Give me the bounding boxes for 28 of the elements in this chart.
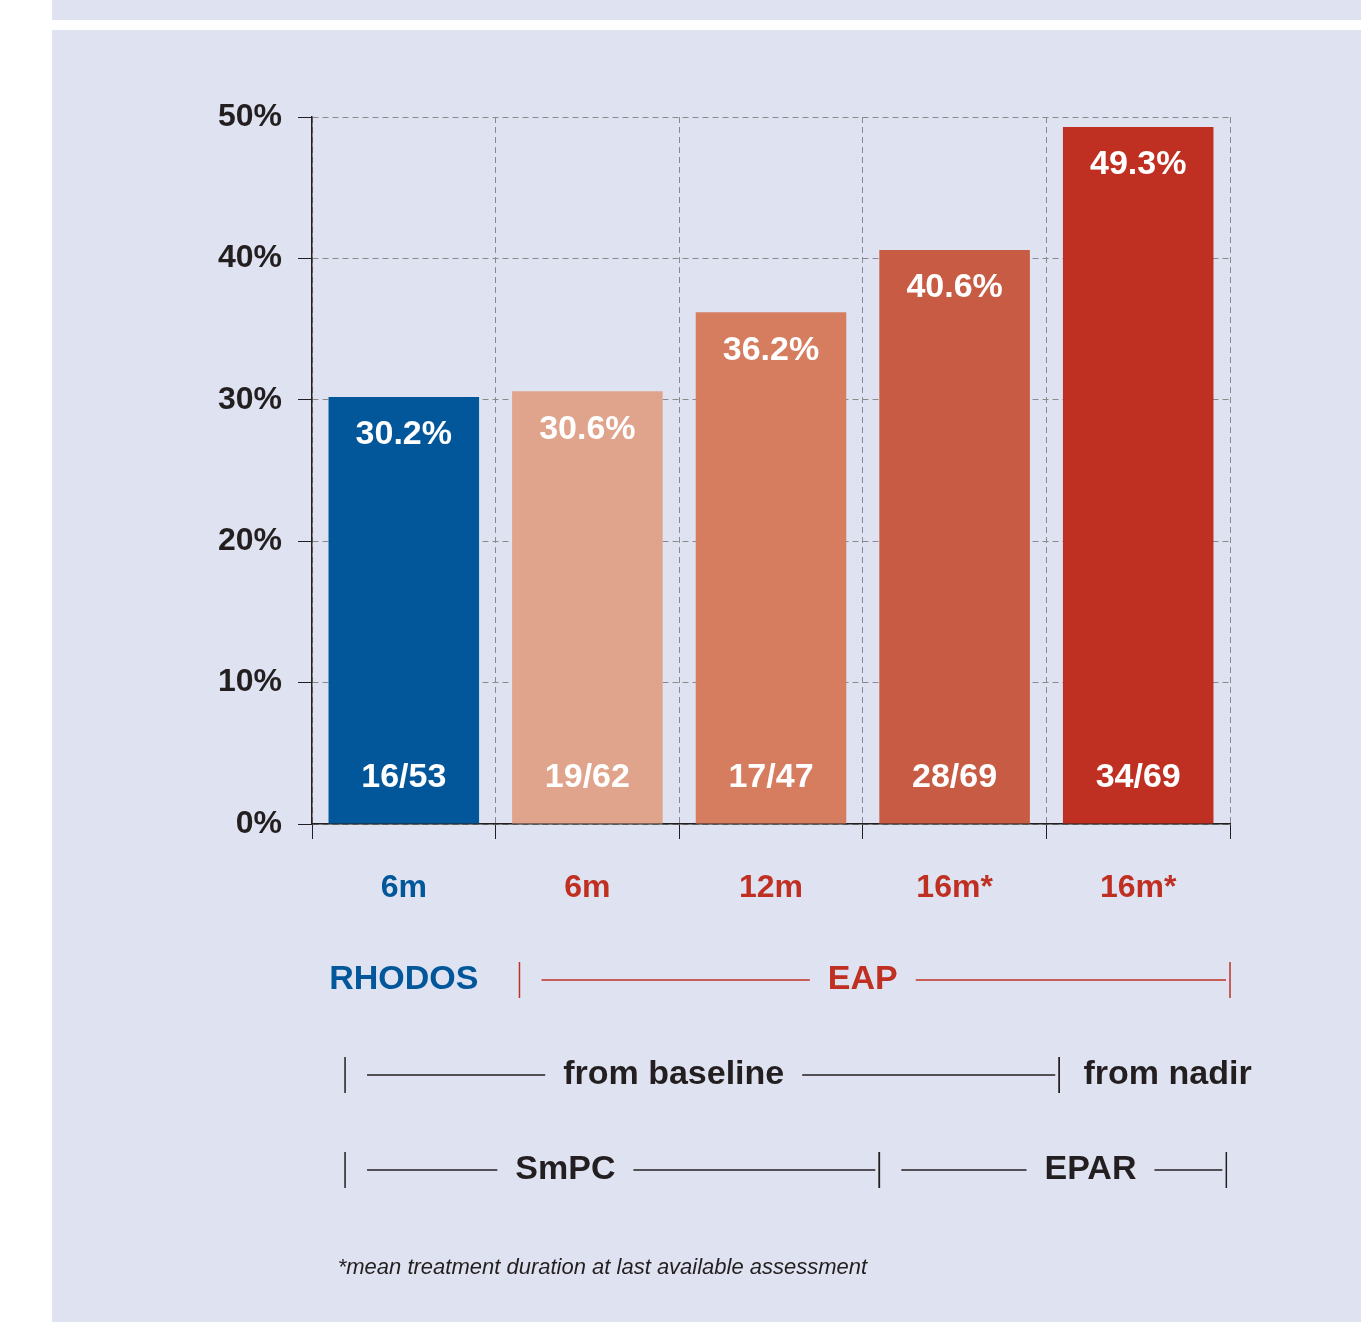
x-tick-label: 6m [380,868,427,905]
text: from nadir [1083,1053,1252,1092]
x-tick-label: 6m [564,868,611,905]
text: EPAR [1044,1148,1137,1187]
annotation: 17/47 [728,756,814,795]
y-tick-label: 0% [235,803,282,840]
text: EAP [827,958,898,997]
data-label: 49.3% [1090,143,1187,182]
x-tick-label: 16m* [916,868,994,905]
annotation: 16/53 [361,756,447,795]
data-label: 36.2% [722,328,820,367]
data-label: 30.6% [539,407,636,446]
annotation: 34/69 [1095,756,1181,795]
annotation: 28/69 [912,756,998,795]
text: from baseline [563,1053,785,1092]
x-tick-label: 16m* [1099,868,1177,905]
text: RHODOS [329,958,479,997]
y-tick-label: 30% [217,379,282,416]
text: *mean treatment duration at last available assessment [337,1254,869,1280]
annotation: 19/62 [544,756,630,795]
x-tick-label: 12m [738,868,804,905]
text: SmPC [515,1148,616,1187]
y-tick-label: 10% [217,662,282,699]
data-label: 30.2% [355,413,452,452]
y-tick-label: 40% [217,238,282,275]
y-tick-label: 50% [217,96,282,133]
y-tick-label: 20% [217,521,282,558]
data-label: 40.6% [906,266,1003,305]
